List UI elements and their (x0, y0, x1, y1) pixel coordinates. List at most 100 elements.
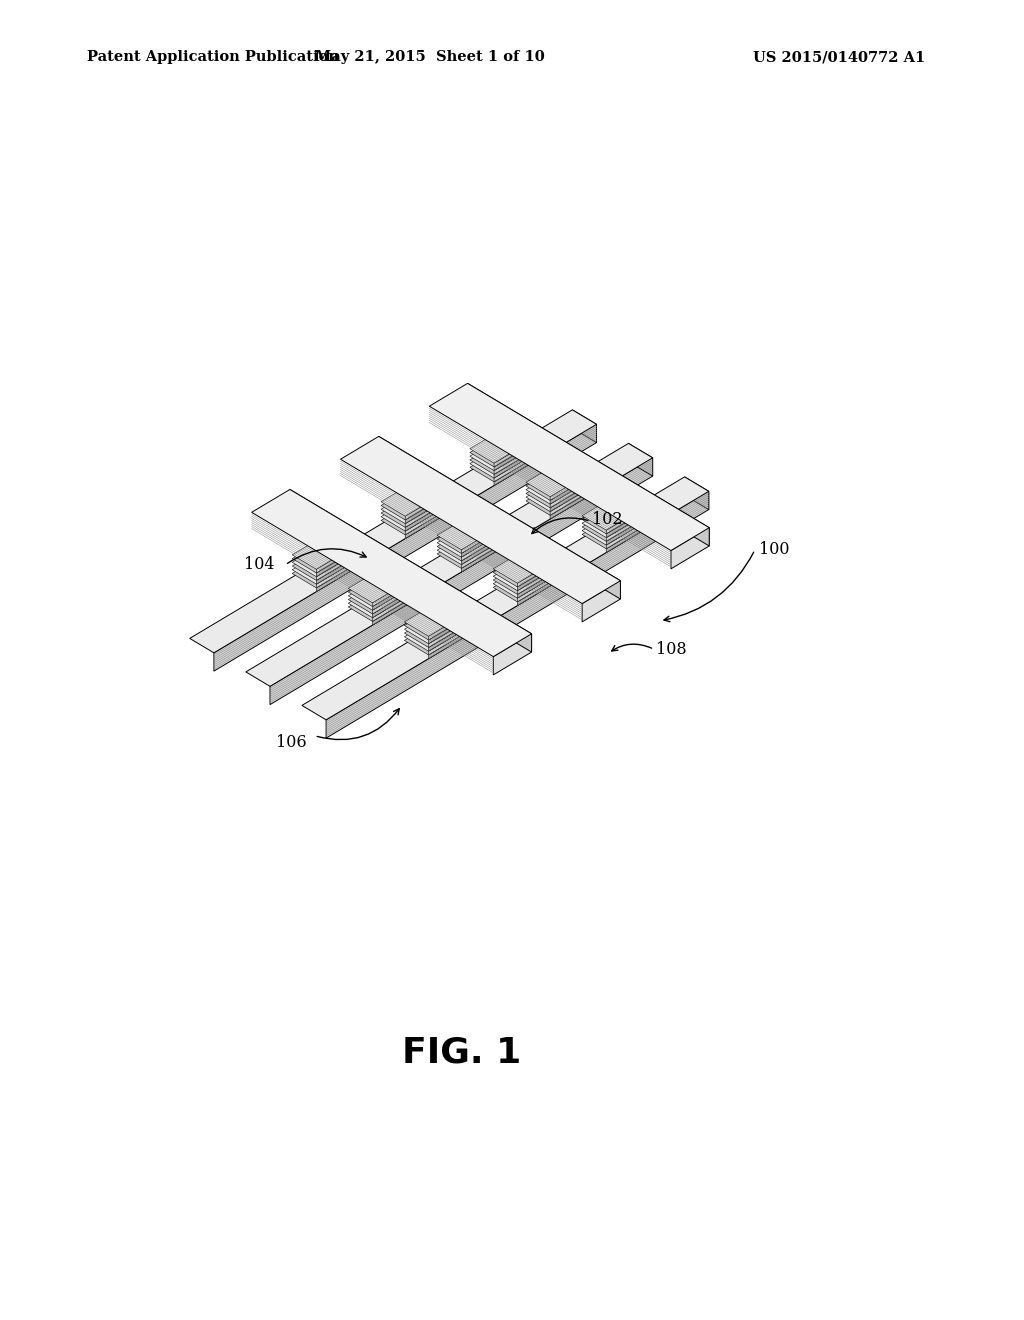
Polygon shape (429, 620, 467, 647)
Polygon shape (461, 535, 500, 561)
Polygon shape (550, 484, 589, 512)
Polygon shape (348, 573, 411, 610)
Text: FIG. 1: FIG. 1 (401, 1036, 521, 1069)
Polygon shape (429, 618, 467, 644)
Polygon shape (387, 565, 411, 583)
Polygon shape (437, 512, 500, 549)
Polygon shape (531, 561, 556, 579)
Polygon shape (685, 477, 709, 510)
Polygon shape (292, 543, 354, 581)
Polygon shape (387, 573, 411, 591)
Polygon shape (348, 585, 411, 622)
Text: 106: 106 (275, 734, 306, 751)
Polygon shape (468, 383, 710, 546)
Polygon shape (387, 581, 411, 598)
Polygon shape (550, 482, 589, 508)
Polygon shape (331, 550, 354, 569)
Polygon shape (302, 477, 709, 719)
Polygon shape (381, 498, 443, 535)
Polygon shape (475, 531, 500, 549)
Polygon shape (550, 478, 589, 504)
Polygon shape (214, 424, 597, 671)
Polygon shape (494, 451, 532, 478)
Polygon shape (429, 383, 710, 550)
Polygon shape (494, 561, 556, 598)
Text: Patent Application Publication: Patent Application Publication (87, 50, 339, 65)
Polygon shape (508, 433, 532, 451)
Polygon shape (290, 490, 531, 652)
Polygon shape (340, 437, 621, 603)
Polygon shape (494, 553, 556, 590)
Polygon shape (494, 447, 532, 474)
Polygon shape (189, 411, 597, 653)
Polygon shape (437, 520, 500, 557)
Polygon shape (494, 557, 556, 594)
Polygon shape (316, 546, 354, 573)
Polygon shape (531, 565, 556, 582)
Polygon shape (429, 632, 467, 659)
Polygon shape (404, 606, 467, 644)
Polygon shape (381, 490, 443, 528)
Polygon shape (406, 494, 443, 520)
Polygon shape (381, 479, 443, 516)
Polygon shape (475, 512, 500, 531)
Polygon shape (517, 561, 556, 587)
Polygon shape (475, 516, 500, 535)
Polygon shape (373, 595, 411, 622)
Polygon shape (292, 550, 354, 587)
Polygon shape (387, 569, 411, 587)
Polygon shape (429, 628, 467, 655)
Polygon shape (270, 458, 652, 705)
Polygon shape (404, 618, 467, 655)
Polygon shape (621, 500, 644, 519)
Polygon shape (606, 511, 644, 537)
Polygon shape (437, 527, 500, 565)
Polygon shape (526, 459, 589, 496)
Polygon shape (470, 433, 532, 471)
Polygon shape (526, 463, 589, 500)
Polygon shape (373, 587, 411, 614)
Polygon shape (531, 546, 556, 564)
Polygon shape (564, 463, 589, 482)
Polygon shape (381, 483, 443, 520)
Polygon shape (437, 531, 500, 569)
Polygon shape (526, 474, 589, 512)
Polygon shape (531, 553, 556, 572)
Text: 108: 108 (655, 640, 686, 657)
Polygon shape (494, 546, 556, 583)
Polygon shape (526, 467, 589, 504)
Polygon shape (517, 576, 556, 602)
Polygon shape (387, 577, 411, 595)
Polygon shape (406, 512, 443, 539)
Polygon shape (508, 429, 532, 447)
Polygon shape (404, 614, 467, 651)
Polygon shape (531, 557, 556, 576)
Polygon shape (475, 520, 500, 539)
Polygon shape (470, 441, 532, 478)
Polygon shape (331, 543, 354, 561)
Polygon shape (292, 532, 354, 569)
Polygon shape (606, 519, 644, 545)
Polygon shape (419, 486, 443, 504)
Polygon shape (419, 498, 443, 516)
Polygon shape (508, 437, 532, 455)
Polygon shape (442, 610, 467, 628)
Polygon shape (373, 598, 411, 626)
Polygon shape (373, 583, 411, 610)
Polygon shape (582, 508, 644, 545)
Polygon shape (508, 445, 532, 463)
Polygon shape (316, 565, 354, 591)
Polygon shape (406, 500, 443, 528)
Text: 102: 102 (592, 511, 623, 528)
Polygon shape (404, 599, 467, 636)
Polygon shape (470, 429, 532, 467)
Polygon shape (582, 492, 644, 531)
Polygon shape (348, 569, 411, 606)
Polygon shape (246, 444, 652, 686)
Polygon shape (550, 474, 589, 500)
Polygon shape (629, 444, 652, 477)
Polygon shape (373, 591, 411, 618)
Polygon shape (461, 539, 500, 565)
Polygon shape (331, 540, 354, 557)
Polygon shape (582, 512, 644, 549)
